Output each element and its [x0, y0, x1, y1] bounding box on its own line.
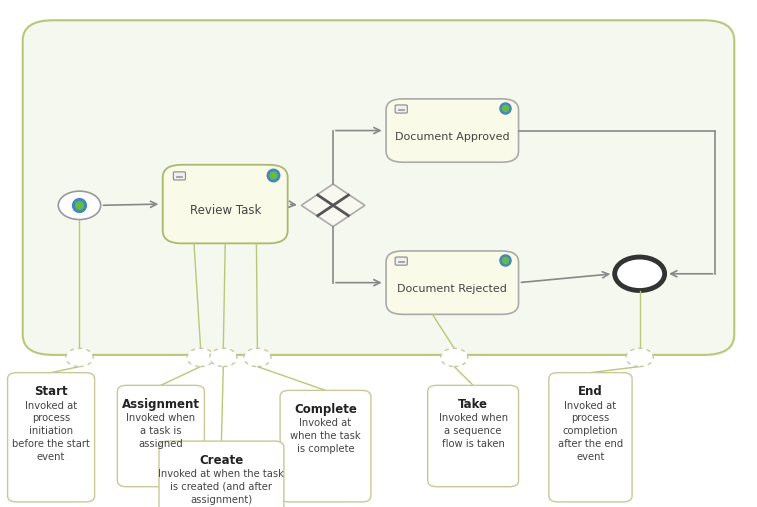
Polygon shape [301, 184, 365, 227]
FancyBboxPatch shape [395, 257, 407, 265]
FancyBboxPatch shape [395, 105, 407, 113]
Text: Invoked at
process
initiation
before the start
event: Invoked at process initiation before the… [12, 401, 90, 462]
FancyBboxPatch shape [23, 20, 734, 355]
FancyBboxPatch shape [549, 373, 632, 502]
FancyBboxPatch shape [386, 99, 519, 162]
Text: Create: Create [199, 454, 244, 467]
FancyBboxPatch shape [163, 165, 288, 243]
Circle shape [58, 191, 101, 220]
Text: Document Approved: Document Approved [395, 132, 509, 142]
FancyBboxPatch shape [428, 385, 519, 487]
Text: Invoked at
process
completion
after the end
event: Invoked at process completion after the … [558, 401, 623, 462]
Text: Invoked when
a task is
assigned: Invoked when a task is assigned [126, 413, 195, 449]
FancyBboxPatch shape [280, 390, 371, 502]
Text: Invoked at
when the task
is complete: Invoked at when the task is complete [290, 418, 361, 454]
Text: Start: Start [34, 385, 68, 399]
Circle shape [187, 348, 214, 367]
FancyBboxPatch shape [117, 385, 204, 487]
Text: Complete: Complete [294, 403, 357, 416]
FancyBboxPatch shape [386, 251, 519, 314]
Circle shape [626, 348, 653, 367]
Circle shape [244, 348, 271, 367]
Text: Review Task: Review Task [189, 204, 261, 217]
FancyBboxPatch shape [173, 172, 185, 180]
Text: Assignment: Assignment [122, 398, 200, 411]
Circle shape [210, 348, 237, 367]
Text: End: End [578, 385, 603, 399]
Circle shape [615, 257, 665, 291]
FancyBboxPatch shape [159, 441, 284, 507]
Text: Invoked when
a sequence
flow is taken: Invoked when a sequence flow is taken [438, 413, 508, 449]
FancyBboxPatch shape [8, 373, 95, 502]
Circle shape [441, 348, 468, 367]
Text: Take: Take [458, 398, 488, 411]
Circle shape [66, 348, 93, 367]
Text: Invoked at when the task
is created (and after
assignment): Invoked at when the task is created (and… [158, 469, 285, 504]
Text: Document Rejected: Document Rejected [397, 284, 507, 294]
